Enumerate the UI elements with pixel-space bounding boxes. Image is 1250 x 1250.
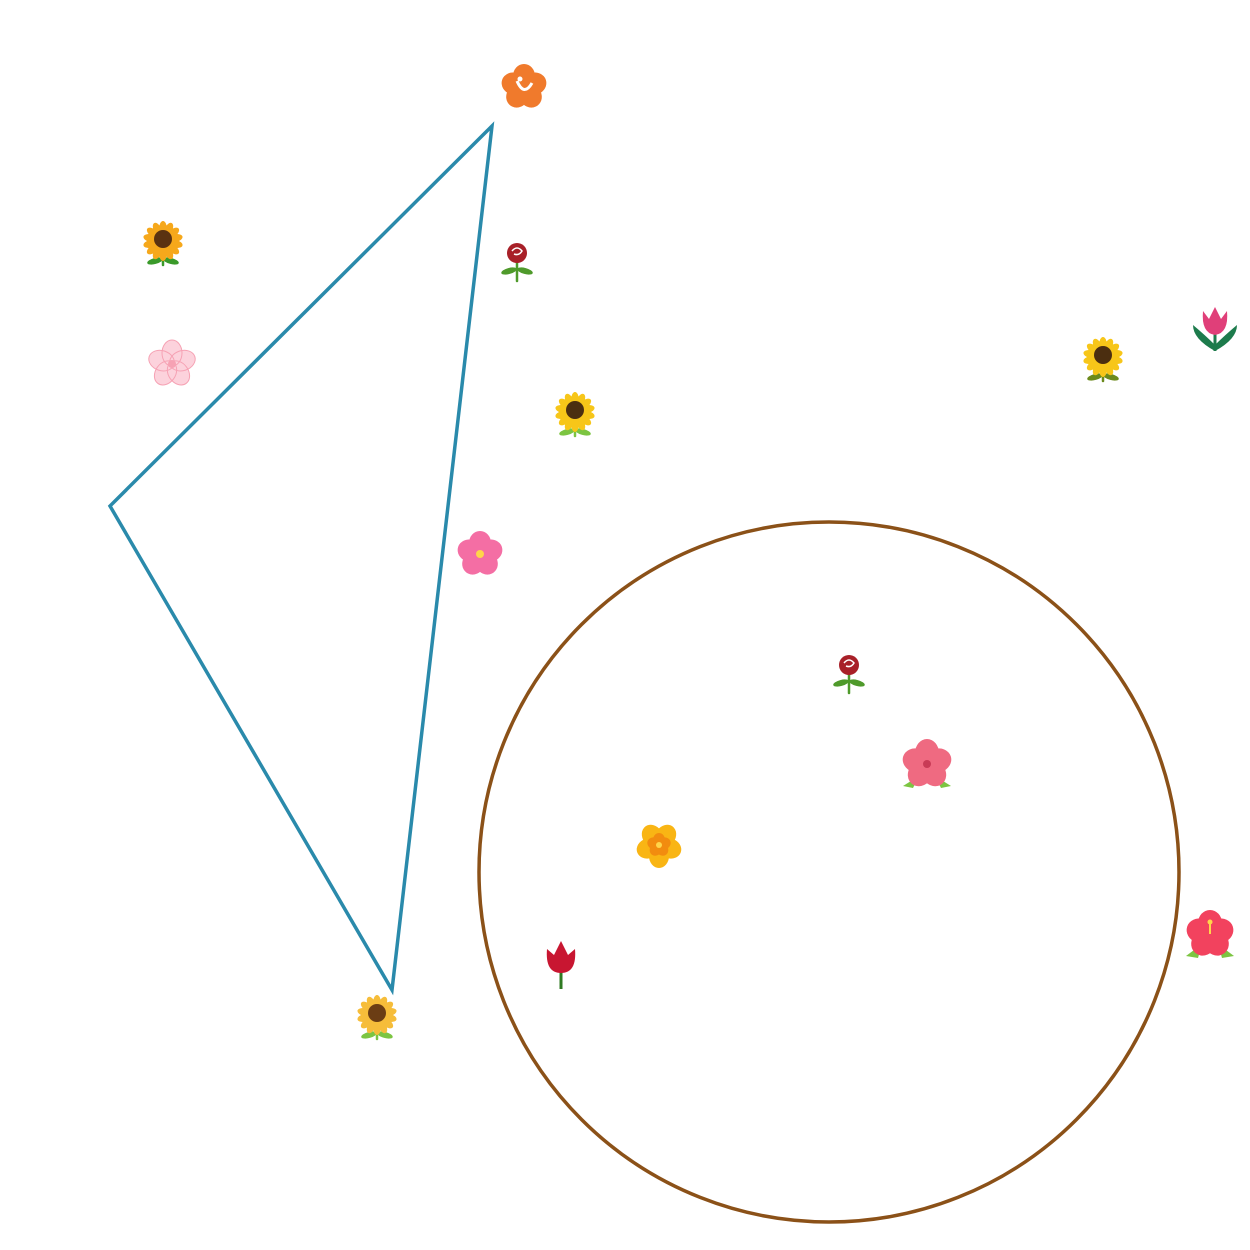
sunflower-icon: [1083, 337, 1123, 383]
sunflower-icon: [357, 995, 397, 1041]
hibiscus-pink-icon: [902, 739, 952, 788]
circle-outline: [477, 520, 1181, 1224]
red-tulip-icon: [546, 941, 576, 989]
triangle-outline: [107, 121, 495, 996]
cherry-blossom-icon: [148, 339, 196, 386]
icons-layer: [143, 64, 1237, 1041]
yellow-blossom-icon: [636, 824, 682, 868]
sunflower-icon: [143, 221, 183, 267]
hibiscus-red-icon: [1186, 910, 1234, 958]
hibiscus-orange-icon: [501, 64, 547, 108]
pink-blossom-icon: [457, 531, 503, 575]
sunflower-icon: [555, 392, 595, 438]
rose-icon: [833, 655, 865, 695]
rose-icon: [501, 243, 533, 283]
tulip-icon: [1193, 307, 1237, 351]
